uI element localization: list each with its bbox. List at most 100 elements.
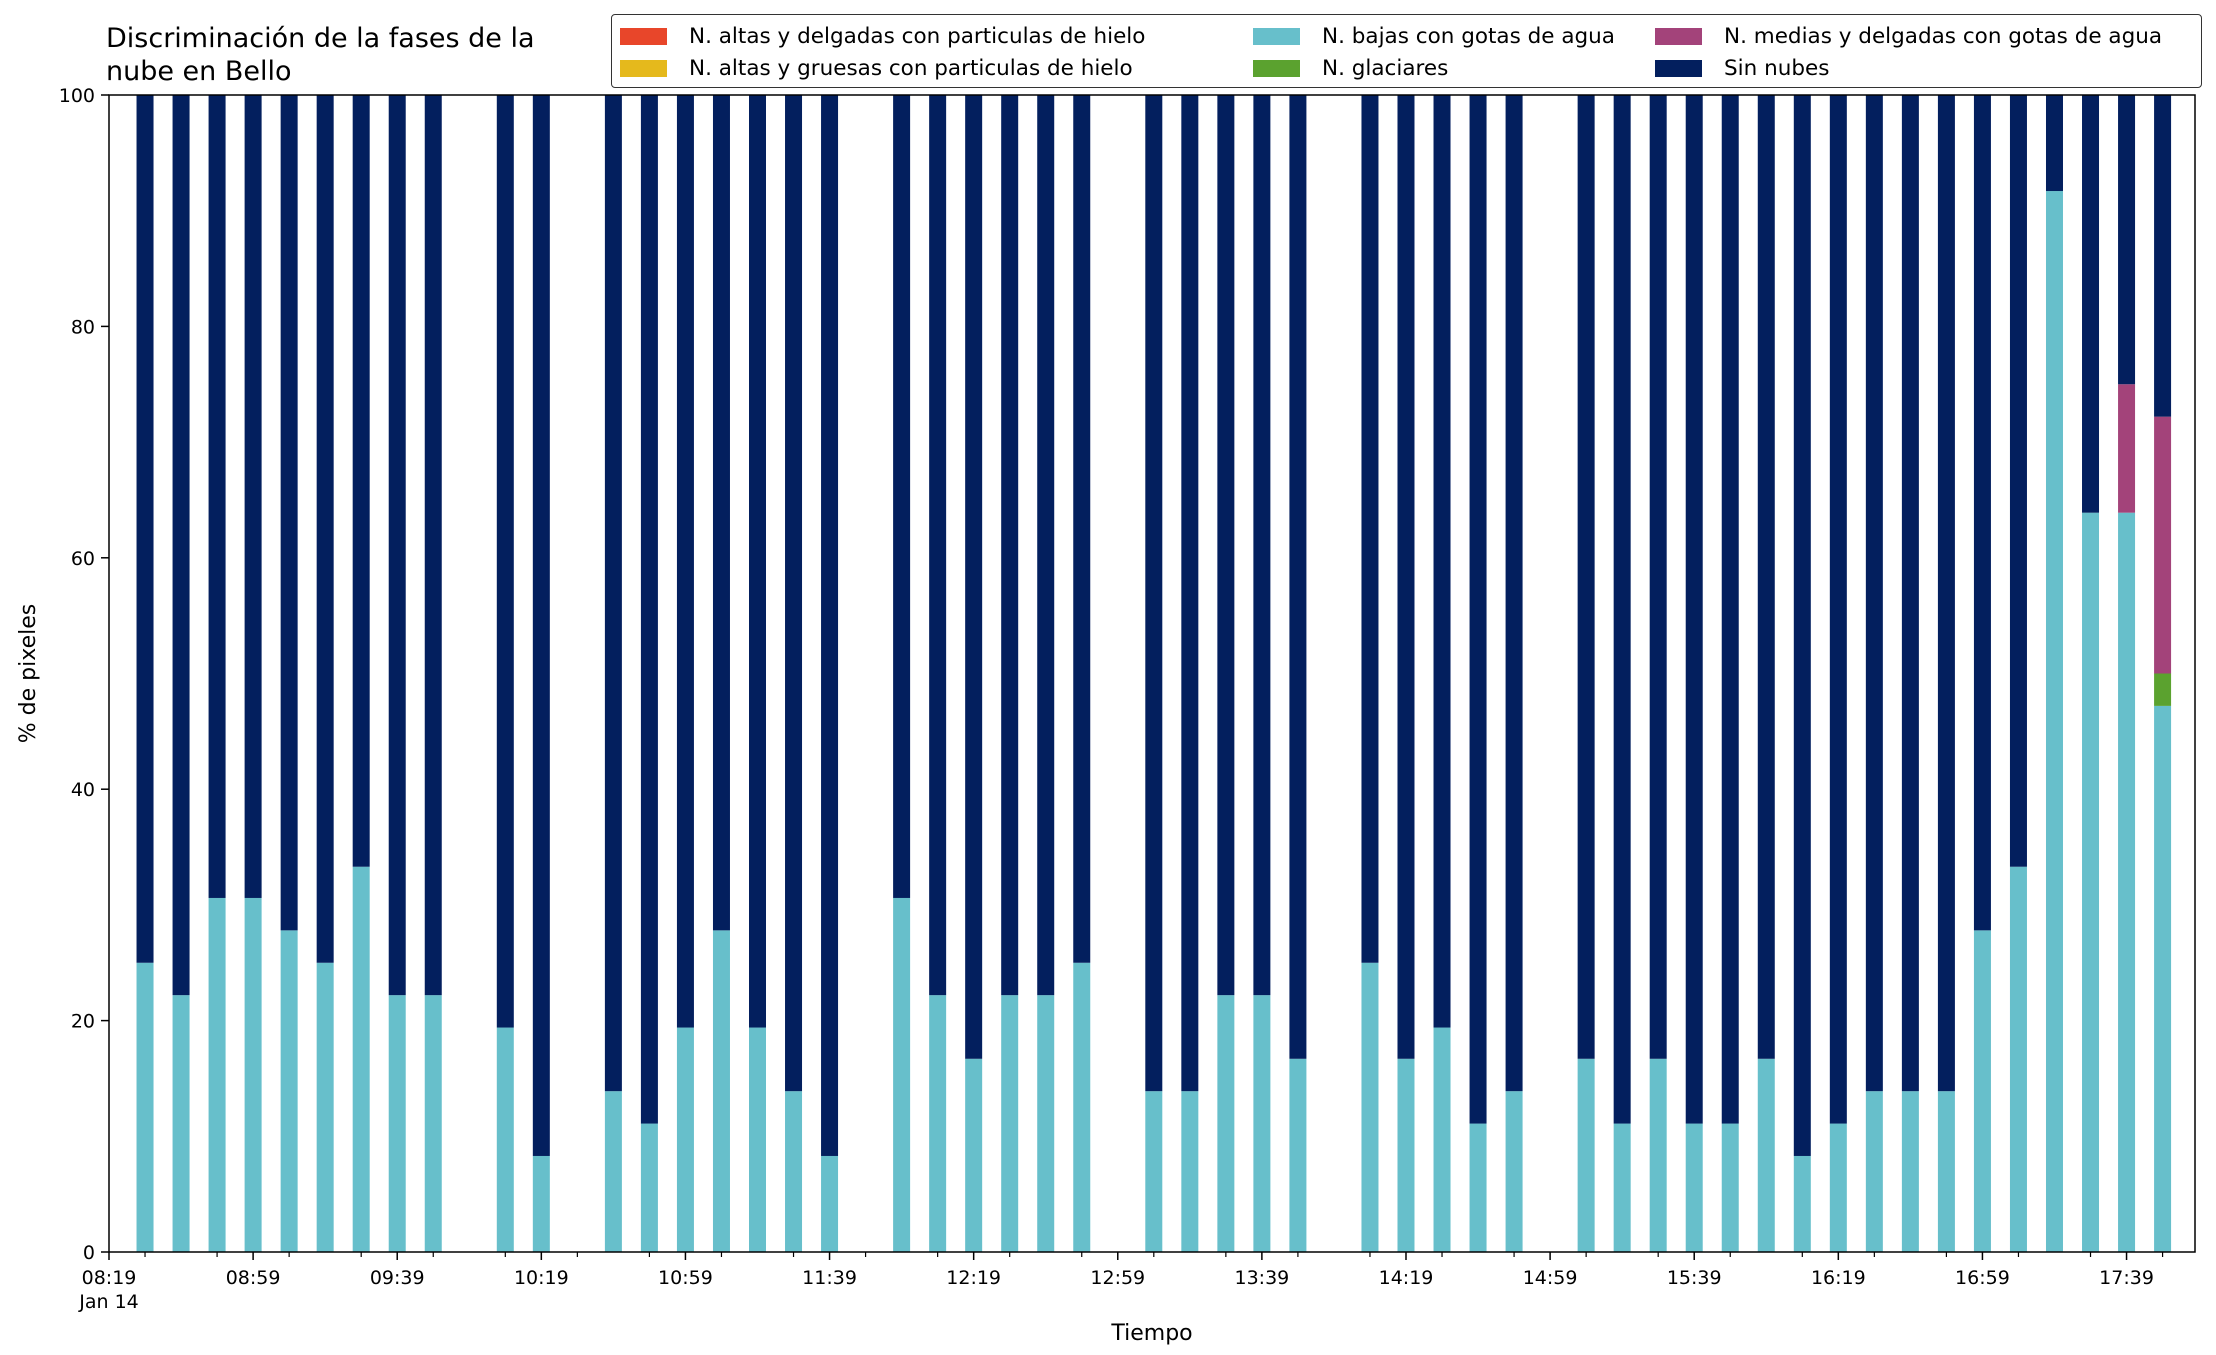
bar-segment-s5-16:19 bbox=[1829, 95, 1847, 1124]
legend-item-altas-delgadas: N. altas y delgadas con particulas de hi… bbox=[620, 23, 1145, 49]
bar-segment-s5-11:29 bbox=[785, 95, 803, 1092]
bar-segment-s5-08:39 bbox=[172, 95, 190, 996]
bar-segment-s5-16:29 bbox=[1865, 95, 1883, 1092]
legend-label: N. glaciares bbox=[1322, 55, 1449, 81]
bar-segment-s2-13:49 bbox=[1289, 1058, 1307, 1252]
legend-label: N. altas y gruesas con particulas de hie… bbox=[689, 55, 1133, 81]
legend-swatch bbox=[1253, 27, 1300, 45]
bar-segment-s2-15:29 bbox=[1649, 1058, 1667, 1252]
bar-segment-s5-15:29 bbox=[1649, 95, 1667, 1059]
bar-segment-s5-14:39 bbox=[1469, 95, 1487, 1124]
y-tick-label: 20 bbox=[71, 1011, 95, 1033]
bar-segment-s5-17:29 bbox=[2082, 95, 2100, 513]
legend-swatch bbox=[1655, 27, 1702, 45]
bar-segment-s5-16:59 bbox=[1973, 95, 1991, 931]
bar-segment-s5-10:19 bbox=[532, 95, 550, 1156]
bar-segment-s5-12:09 bbox=[929, 95, 947, 996]
x-tick-label: 16:59 bbox=[1955, 1267, 2010, 1289]
bar-segment-s5-15:39 bbox=[1685, 95, 1703, 1124]
bar-segment-s2-12:29 bbox=[1001, 995, 1019, 1252]
y-axis-label: % de pixeles bbox=[16, 604, 41, 743]
bar-segment-s2-08:49 bbox=[208, 897, 226, 1252]
chart-legend: N. altas y delgadas con particulas de hi… bbox=[611, 14, 2202, 88]
bar-segment-s5-15:49 bbox=[1721, 95, 1739, 1124]
bar-segment-s2-09:09 bbox=[280, 930, 298, 1252]
bar-segment-s5-11:19 bbox=[749, 95, 766, 1028]
bar-segment-s2-17:09 bbox=[2009, 866, 2027, 1252]
bar-segment-s5-11:59 bbox=[893, 95, 911, 898]
bar-segment-s2-10:59 bbox=[676, 1027, 694, 1252]
bar-segment-s5-09:29 bbox=[352, 95, 370, 867]
bar-segment-s2-08:59 bbox=[244, 897, 262, 1252]
bar-segment-s2-12:39 bbox=[1037, 995, 1055, 1252]
bar-segment-s5-10:49 bbox=[640, 95, 658, 1124]
bar-segment-s5-09:39 bbox=[388, 95, 406, 996]
bar-segment-s2-10:19 bbox=[532, 1155, 550, 1252]
bar-segment-s2-15:49 bbox=[1721, 1123, 1739, 1252]
bar-segment-s2-17:29 bbox=[2082, 512, 2100, 1252]
bar-segment-s2-16:59 bbox=[1973, 930, 1991, 1252]
legend-label: Sin nubes bbox=[1724, 55, 1830, 81]
legend-swatch bbox=[620, 27, 667, 45]
x-tick-label: 14:19 bbox=[1379, 1267, 1434, 1289]
bar-segment-s3-17:49 bbox=[2154, 673, 2172, 706]
bar-segment-s2-14:39 bbox=[1469, 1123, 1487, 1252]
bar-segment-s2-09:39 bbox=[388, 995, 406, 1252]
bar-segment-s5-11:09 bbox=[712, 95, 730, 931]
x-tick-label: 12:19 bbox=[946, 1267, 1001, 1289]
bar-segment-s5-13:29 bbox=[1217, 95, 1235, 996]
bar-segment-s2-14:09 bbox=[1361, 962, 1379, 1252]
bar-segment-s5-12:29 bbox=[1001, 95, 1019, 996]
x-tick-label: 15:39 bbox=[1667, 1267, 1722, 1289]
bar-segment-s5-09:19 bbox=[316, 95, 334, 963]
bar-segment-s5-09:09 bbox=[280, 95, 298, 931]
bar-segment-s2-09:29 bbox=[352, 866, 370, 1252]
bar-segment-s2-11:59 bbox=[893, 897, 911, 1252]
bar-segment-s5-08:29 bbox=[136, 95, 154, 963]
bar-segment-s2-14:49 bbox=[1505, 1091, 1523, 1252]
bar-segment-s5-16:09 bbox=[1793, 95, 1811, 1156]
bar-segment-s2-11:09 bbox=[712, 930, 730, 1252]
bar-segment-s5-16:39 bbox=[1901, 95, 1919, 1092]
legend-label: N. bajas con gotas de agua bbox=[1322, 23, 1615, 49]
bar-segment-s2-13:19 bbox=[1181, 1091, 1199, 1252]
x-tick-label: 10:19 bbox=[514, 1267, 569, 1289]
legend-swatch bbox=[1655, 59, 1702, 77]
x-tick-label: 11:39 bbox=[802, 1267, 857, 1289]
bar-segment-s5-16:49 bbox=[1937, 95, 1955, 1092]
bar-segment-s2-17:19 bbox=[2045, 191, 2063, 1252]
bar-segment-s2-11:29 bbox=[785, 1091, 803, 1252]
x-tick-label: 13:39 bbox=[1235, 1267, 1290, 1289]
bar-segment-s2-17:49 bbox=[2154, 705, 2172, 1252]
bar-segment-s5-12:19 bbox=[965, 95, 983, 1059]
bar-segment-s2-09:49 bbox=[424, 995, 442, 1252]
chart-title: Discriminación de la fases de la nube en… bbox=[106, 23, 535, 87]
legend-label: N. medias y delgadas con gotas de agua bbox=[1724, 23, 2163, 49]
bar-segment-s2-11:39 bbox=[821, 1155, 839, 1252]
plot-frame bbox=[108, 94, 2196, 1253]
bar-segment-s2-15:59 bbox=[1757, 1058, 1775, 1252]
x-tick-label: 16:19 bbox=[1811, 1267, 1866, 1289]
bar-segment-s5-13:49 bbox=[1289, 95, 1307, 1059]
bar-segment-s5-10:39 bbox=[604, 95, 622, 1092]
bar-segment-s2-16:29 bbox=[1865, 1091, 1883, 1252]
bar-segment-s2-10:09 bbox=[496, 1027, 514, 1252]
legend-item-medias-delgadas: N. medias y delgadas con gotas de agua bbox=[1655, 23, 2162, 49]
bar-segment-s2-15:19 bbox=[1613, 1123, 1631, 1252]
bars-layer bbox=[136, 95, 2172, 1252]
bar-segment-s5-10:59 bbox=[676, 95, 694, 1028]
bar-segment-s2-13:39 bbox=[1253, 995, 1271, 1252]
bar-segment-s2-16:39 bbox=[1901, 1091, 1919, 1252]
legend-item-altas-gruesas: N. altas y gruesas con particulas de hie… bbox=[620, 55, 1133, 81]
y-tick-label: 80 bbox=[71, 316, 95, 338]
bar-segment-s5-17:39 bbox=[2118, 95, 2136, 385]
bar-segment-s4-17:39 bbox=[2118, 384, 2136, 513]
bar-segment-s5-08:59 bbox=[244, 95, 262, 898]
x-tick-label: 17:39 bbox=[2099, 1267, 2154, 1289]
bar-segment-s2-16:09 bbox=[1793, 1155, 1811, 1252]
bar-segment-s4-17:49 bbox=[2154, 416, 2172, 674]
legend-item-bajas: N. bajas con gotas de agua bbox=[1253, 23, 1615, 49]
legend-label: N. altas y delgadas con particulas de hi… bbox=[689, 23, 1146, 49]
x-date-label: Jan 14 bbox=[78, 1291, 139, 1313]
x-tick-label: 08:59 bbox=[226, 1267, 281, 1289]
